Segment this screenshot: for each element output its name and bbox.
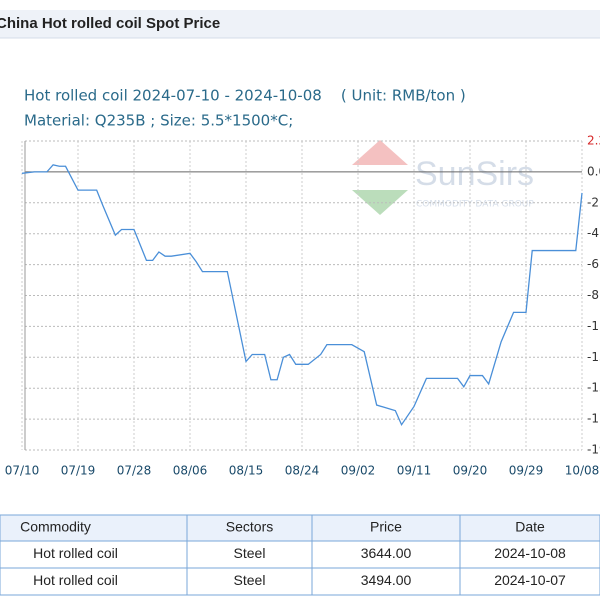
header-title: China Hot rolled coil Spot Price [0,15,220,32]
y-tick-label: -8.80 [587,288,600,302]
x-tick-label: 07/10 [5,464,40,478]
x-tick-label: 10/08 [565,464,600,478]
subtitle: Hot rolled coil 2024-07-10 - 2024-10-08 … [24,87,466,105]
y-tick-label: -13.20 [587,350,600,364]
y-tick-label: -19.80 [587,443,600,457]
watermark-logo [352,140,408,165]
subtitle: Material: Q235B ; Size: 5.5*1500*C; [24,112,293,130]
x-tick-label: 07/19 [61,464,96,478]
x-tick-label: 07/28 [117,464,152,478]
watermark: SunSirs COMMODITY DATA GROUP [352,140,534,215]
y-tick-label: -17.60 [587,412,600,426]
table-cell: Hot rolled coil [33,572,118,588]
x-tick-label: 08/15 [229,464,264,478]
table-cell: Hot rolled coil [33,545,118,561]
table-cell: 2024-10-07 [494,572,566,588]
x-tick-label: 09/29 [509,464,544,478]
y-tick-label: -11.00 [587,319,600,333]
x-tick-label: 09/20 [453,464,488,478]
x-tick-label: 08/06 [173,464,208,478]
table-header-cell: Commodity [20,519,91,535]
table-cell: Steel [234,572,266,588]
table: Commodity Sectors Price Date Hot rolled coil… [0,514,600,596]
table-cell: 3494.00 [361,572,412,588]
table-header-bg [0,515,600,541]
watermark-logo [352,190,408,215]
table-header-cell: Sectors [226,519,273,535]
x-tick-label: 08/24 [285,464,320,478]
y-tick-label: -4.40 [587,226,600,240]
table-header-cell: Price [370,519,402,535]
y-tick-label: -15.40 [587,381,600,395]
plot: 2.20 0.00 -2.20 -4.40 -6.60 -8.80 -11.00 -13.20… [5,134,600,478]
price-line [21,164,583,427]
y-tick-label: -6.60 [587,257,600,271]
watermark-name: SunSirs [415,155,534,193]
y-tick-label: 2.20 [587,134,600,148]
header-bar [0,10,600,38]
y-tick-label: 0.00 [587,164,600,178]
table-header-cell: Date [515,519,545,535]
table-cell: Steel [234,545,266,561]
table-cell: 3644.00 [361,545,412,561]
y-tick-label: -2.20 [587,195,600,209]
x-tick-label: 09/02 [341,464,376,478]
watermark-tagline: COMMODITY DATA GROUP [416,200,534,210]
table-cell: 2024-10-08 [494,545,566,561]
x-tick-label: 09/11 [397,464,432,478]
